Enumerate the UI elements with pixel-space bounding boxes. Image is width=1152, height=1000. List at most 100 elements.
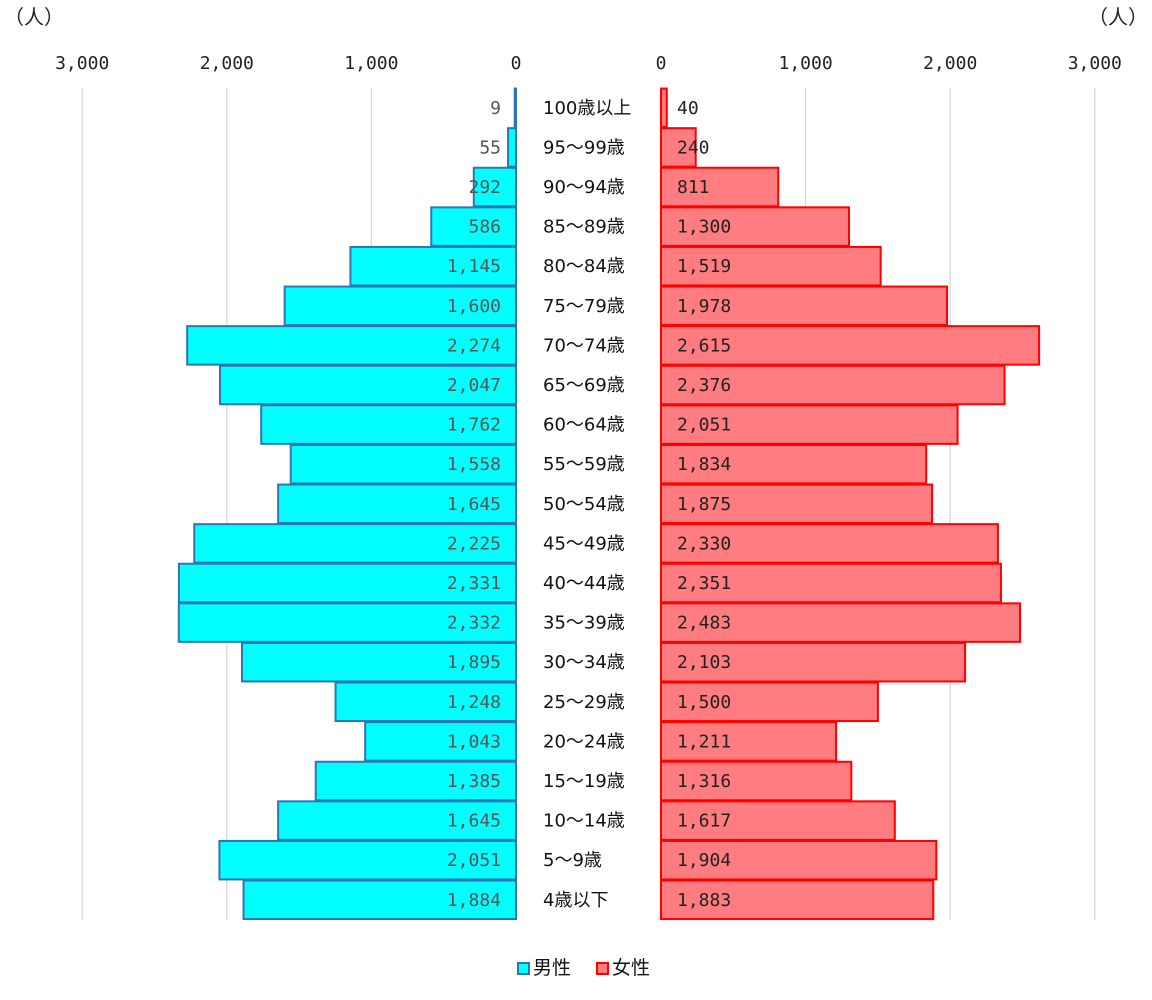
value-label-female: 1,904 xyxy=(677,850,731,871)
age-group-label: 95～99歳 xyxy=(543,137,625,158)
bar-male xyxy=(177,562,517,604)
value-label-male: 9 xyxy=(490,98,501,119)
value-label-male: 1,762 xyxy=(447,415,501,436)
bar-female xyxy=(660,641,967,683)
age-group-label: 85～89歳 xyxy=(543,217,625,238)
bar-male xyxy=(186,325,517,366)
right-tick-label: 3,000 xyxy=(1068,53,1122,74)
bar-female xyxy=(660,721,838,762)
bar-female xyxy=(660,285,949,327)
value-label-female: 1,316 xyxy=(677,771,731,792)
left-tick-label: 2,000 xyxy=(200,53,254,74)
bar-male xyxy=(277,800,517,841)
bar-male xyxy=(513,87,518,129)
value-label-male: 1,385 xyxy=(447,771,501,792)
bar-female xyxy=(660,523,999,564)
value-label-male: 1,600 xyxy=(447,296,501,317)
bar-female xyxy=(660,443,928,485)
bar-female xyxy=(660,483,934,525)
value-label-female: 2,330 xyxy=(677,533,731,554)
bar-male xyxy=(218,839,517,881)
age-group-label: 75～79歳 xyxy=(543,296,625,317)
legend: 男性 女性 xyxy=(517,957,650,979)
bar-female xyxy=(660,800,896,841)
value-label-female: 1,883 xyxy=(677,890,731,911)
value-label-male: 1,884 xyxy=(447,890,501,911)
bar-female xyxy=(660,325,1041,366)
bar-female xyxy=(660,166,780,208)
value-label-female: 1,211 xyxy=(677,731,731,752)
value-label-female: 811 xyxy=(677,177,710,198)
bar-female xyxy=(660,245,882,287)
bar-male xyxy=(507,127,517,168)
value-label-male: 1,645 xyxy=(447,811,501,832)
legend-swatch-male xyxy=(517,962,530,975)
bar-female xyxy=(660,87,668,129)
left-tick-label: 1,000 xyxy=(344,53,398,74)
bar-female xyxy=(660,602,1022,643)
age-group-label: 40～44歳 xyxy=(543,573,625,594)
value-label-male: 292 xyxy=(468,177,501,198)
value-label-female: 1,519 xyxy=(677,256,731,277)
bar-male xyxy=(177,602,518,643)
right-tick-label: 0 xyxy=(656,53,667,74)
bar-male xyxy=(349,245,518,287)
value-label-female: 2,615 xyxy=(677,335,731,356)
bar-male xyxy=(334,681,518,723)
value-label-male: 1,145 xyxy=(447,256,501,277)
value-label-female: 2,376 xyxy=(677,375,731,396)
bar-female xyxy=(660,681,879,723)
age-group-label: 20～24歳 xyxy=(543,731,625,752)
value-label-male: 2,331 xyxy=(447,573,501,594)
age-group-label: 100歳以上 xyxy=(543,98,631,119)
age-group-label: 45～49歳 xyxy=(543,533,625,554)
legend-swatch-female xyxy=(596,962,609,975)
value-label-female: 40 xyxy=(677,98,699,119)
age-group-label: 70～74歳 xyxy=(543,335,625,356)
bar-female xyxy=(660,206,850,247)
axis-tick-labels: 3,000 2,000 1,000 0 0 1,000 2,000 3,000 xyxy=(55,53,1122,74)
bar-female xyxy=(660,404,959,445)
value-label-female: 1,617 xyxy=(677,811,731,832)
bar-male xyxy=(219,364,517,406)
age-group-label: 30～34歳 xyxy=(543,652,625,673)
bar-labels: 100歳以上 9 40 95～99歳 55 240 90～94歳 292 811 85～89歳 58… xyxy=(447,98,731,911)
age-group-label: 5～9歳 xyxy=(543,850,602,871)
age-group-label: 65～69歳 xyxy=(543,375,625,396)
bar-female xyxy=(660,760,853,802)
bar-female xyxy=(660,839,938,881)
age-group-label: 35～39歳 xyxy=(543,613,625,634)
value-label-male: 2,225 xyxy=(447,533,501,554)
left-tick-label: 3,000 xyxy=(55,53,109,74)
legend-label-male: 男性 xyxy=(533,957,571,979)
bar-male xyxy=(283,285,518,327)
bar-male xyxy=(260,404,518,445)
bar-male xyxy=(289,443,517,485)
bars xyxy=(177,87,1041,921)
bar-female xyxy=(660,879,935,921)
right-tick-label: 1,000 xyxy=(779,53,833,74)
value-label-female: 1,834 xyxy=(677,454,731,475)
value-label-female: 2,051 xyxy=(677,415,731,436)
value-label-male: 2,332 xyxy=(447,613,501,634)
bar-female xyxy=(660,364,1006,406)
age-group-label: 80～84歳 xyxy=(543,256,625,277)
left-tick-label: 0 xyxy=(511,53,522,74)
bar-male xyxy=(314,760,517,802)
bar-male xyxy=(472,166,517,208)
bar-male xyxy=(240,641,517,683)
value-label-male: 2,274 xyxy=(447,335,501,356)
age-group-label: 90～94歳 xyxy=(543,177,625,198)
value-label-male: 2,047 xyxy=(447,375,501,396)
value-label-male: 1,043 xyxy=(447,731,501,752)
bar-male xyxy=(430,206,518,247)
value-label-male: 1,895 xyxy=(447,652,501,673)
age-group-label: 60～64歳 xyxy=(543,415,625,436)
left-unit-label: （人） xyxy=(4,5,64,29)
value-label-female: 1,300 xyxy=(677,217,731,238)
value-label-female: 1,875 xyxy=(677,494,731,515)
age-group-label: 50～54歳 xyxy=(543,494,625,515)
bar-female xyxy=(660,127,697,168)
value-label-male: 1,558 xyxy=(447,454,501,475)
